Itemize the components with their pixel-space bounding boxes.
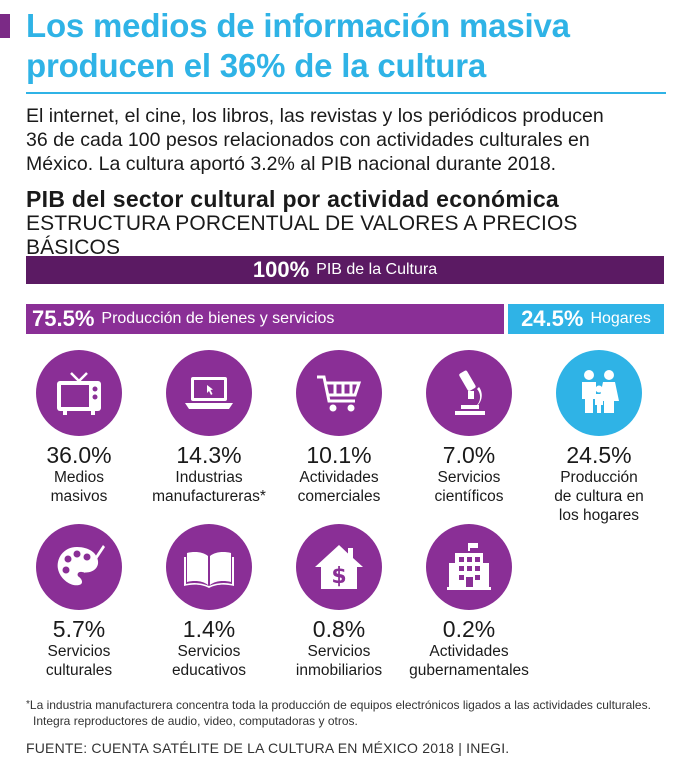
section-title: PIB del sector cultural por actividad ec… [26, 186, 560, 212]
title-divider [26, 92, 666, 94]
source-credit: FUENTE: CUENTA SATÉLITE DE LA CULTURA EN… [26, 740, 510, 756]
category-industrias-manufactureras: 14.3% Industrias manufactureras* [144, 350, 274, 506]
palette-icon [36, 524, 122, 610]
category-actividades-gubernamentales: 0.2% Actividades gubernamentales [404, 524, 534, 680]
section-subtitle: ESTRUCTURA PORCENTUAL DE VALORES A PRECI… [26, 212, 578, 259]
svg-text:$: $ [331, 564, 346, 589]
households-bar: 24.5% Hogares [508, 304, 664, 334]
title-accent-bar [0, 14, 10, 38]
category-servicios-inmobiliarios: $ 0.8% Servicios inmobiliarios [274, 524, 404, 680]
page-title: Los medios de información masiva produce… [26, 7, 570, 84]
house-dollar-icon: $ [296, 524, 382, 610]
total-value: 100% [252, 257, 310, 282]
government-building-icon [426, 524, 512, 610]
tv-icon [36, 350, 122, 436]
category-servicios-cientificos: 7.0% Servicios científicos [404, 350, 534, 506]
family-icon [556, 350, 642, 436]
shopping-cart-icon [296, 350, 382, 436]
category-servicios-educativos: 1.4% Servicios educativos [144, 524, 274, 680]
laptop-icon [166, 350, 252, 436]
households-label: Hogares [590, 310, 651, 327]
production-label: Producción de bienes y servicios [101, 310, 335, 327]
microscope-icon [426, 350, 512, 436]
total-bar: 100% PIB de la Cultura [26, 256, 664, 284]
category-medios-masivos: 36.0% Medios masivos [14, 350, 144, 506]
footnote: *La industria manufacturera concentra to… [26, 698, 651, 728]
production-bar: 75.5% Producción de bienes y servicios [26, 304, 504, 334]
households-value: 24.5% [521, 306, 584, 331]
book-icon [166, 524, 252, 610]
total-label: PIB de la Cultura [316, 261, 438, 278]
category-actividades-comerciales: 10.1% Actividades comerciales [274, 350, 404, 506]
category-produccion-hogares: 24.5% Producción de cultura en los hogar… [534, 350, 664, 525]
category-servicios-culturales: 5.7% Servicios culturales [14, 524, 144, 680]
intro-text: El internet, el cine, los libros, las re… [26, 105, 604, 175]
production-value: 75.5% [32, 306, 95, 331]
